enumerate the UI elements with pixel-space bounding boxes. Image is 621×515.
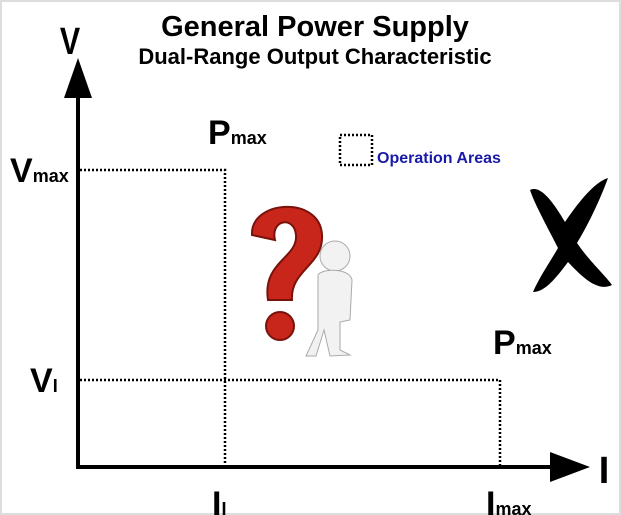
- x-mark: [530, 178, 612, 292]
- title: General Power Supply: [161, 11, 469, 43]
- x-axis-label: I: [599, 450, 610, 492]
- pmax-low-label: Pmax: [493, 324, 552, 362]
- high-range-area: [80, 168, 227, 465]
- x-arrow: [550, 452, 590, 482]
- y-axis-label: V: [60, 21, 80, 63]
- legend-label: Operation Areas: [377, 150, 501, 167]
- low-range-area: [80, 378, 502, 465]
- legend-swatch: [338, 133, 374, 167]
- imax-label: Imax: [486, 485, 531, 515]
- y-arrow: [64, 58, 92, 98]
- v1-label: VI: [30, 362, 58, 400]
- subtitle: Dual-Range Output Characteristic: [138, 44, 491, 69]
- thinking-figure: [250, 205, 353, 357]
- vmax-label: Vmax: [10, 152, 69, 190]
- pmax-high-label: Pmax: [208, 114, 267, 152]
- i1-label: II: [212, 485, 226, 515]
